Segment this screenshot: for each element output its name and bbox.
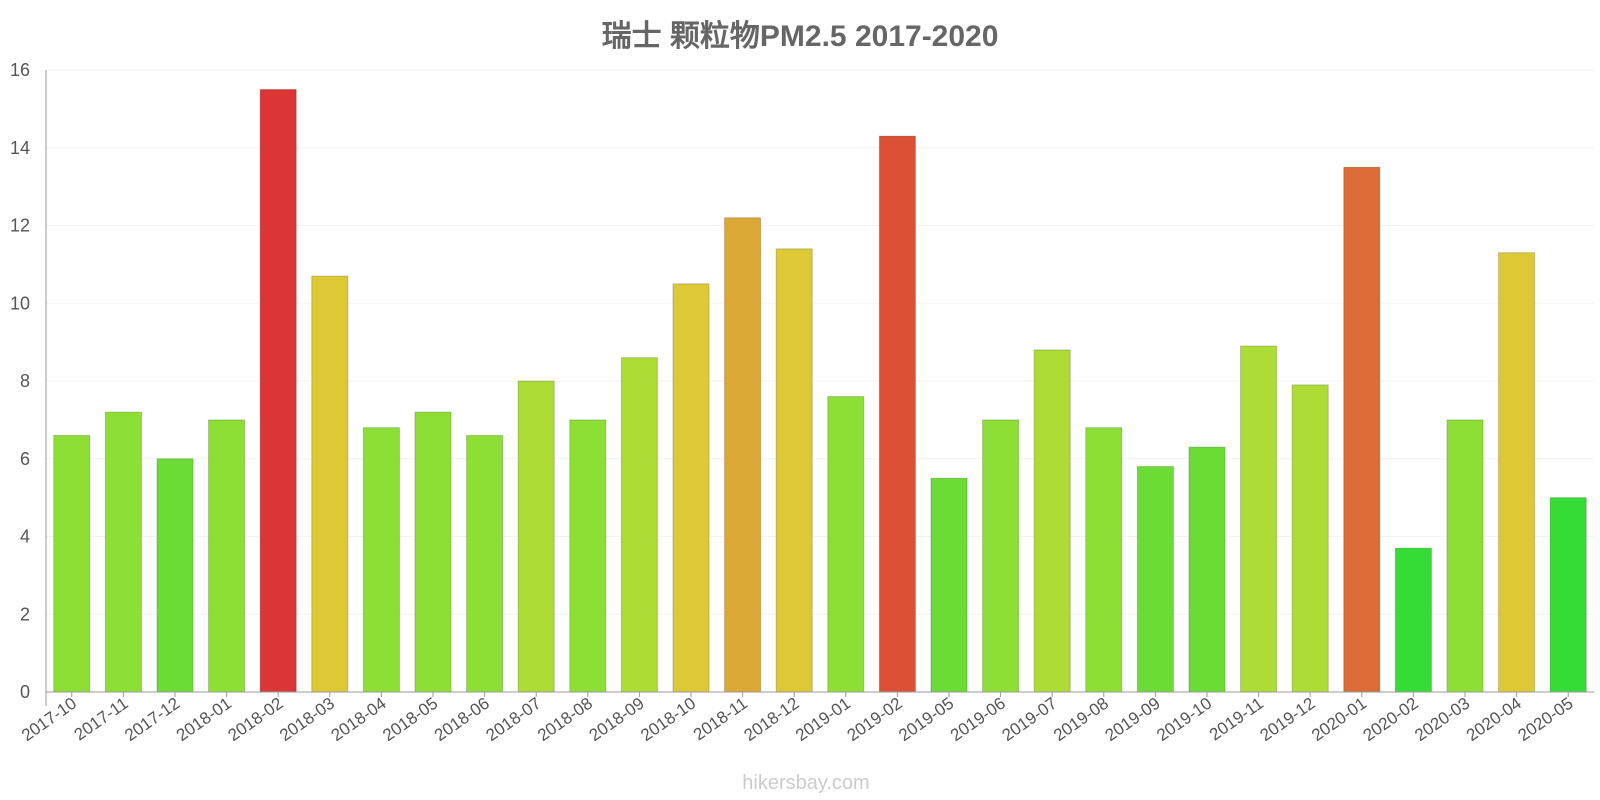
bar-2018-01 <box>208 419 246 693</box>
x-tick-label: 2018-06 <box>431 694 493 745</box>
x-tick-label: 2019-11 <box>1206 694 1267 745</box>
bar-2018-07 <box>517 380 555 693</box>
chart-title: 瑞士 颗粒物PM2.5 2017-2020 <box>602 19 999 53</box>
y-tick-label: 2 <box>20 604 30 624</box>
bar-2019-02 <box>878 135 916 693</box>
bar-2018-06 <box>466 434 504 693</box>
bar-2018-10 <box>672 283 710 693</box>
bar-2019-06 <box>982 419 1020 693</box>
x-tick-label: 2018-04 <box>328 694 390 745</box>
x-tick-label: 2019-08 <box>1050 694 1112 745</box>
bar-2019-08 <box>1085 427 1123 693</box>
bar-2019-07 <box>1033 349 1071 693</box>
x-tick-label: 2017-11 <box>71 694 132 745</box>
bar-2018-03 <box>311 275 349 693</box>
bar-2017-12 <box>156 458 194 693</box>
x-tick-label: 2020-01 <box>1308 694 1370 745</box>
bar-2020-01 <box>1343 166 1381 693</box>
x-tick-label: 2018-03 <box>276 694 338 745</box>
bar-2020-05 <box>1549 497 1587 693</box>
x-tick-labels: 2017-102017-112017-122018-012018-022018-… <box>18 694 1576 745</box>
y-tick-label: 6 <box>20 449 30 469</box>
y-tick-labels: 0 2 4 6 8 10 12 14 16 <box>10 60 30 702</box>
x-tick-label: 2018-01 <box>173 694 235 745</box>
y-tick-label: 8 <box>20 371 30 391</box>
bar-2018-05 <box>414 411 452 693</box>
x-tick-label: 2018-08 <box>534 694 596 745</box>
bar-2019-12 <box>1291 384 1329 693</box>
x-tick-label: 2019-07 <box>998 694 1060 745</box>
y-tick-label: 12 <box>10 216 30 236</box>
bar-2018-04 <box>362 427 400 693</box>
bar-2018-09 <box>620 357 658 693</box>
x-tick-label: 2018-07 <box>482 694 544 745</box>
x-tick-label: 2019-09 <box>1102 694 1164 745</box>
bar-2020-04 <box>1498 252 1536 693</box>
x-tick-label: 2019-12 <box>1256 694 1318 745</box>
x-tick-label: 2018-02 <box>224 694 286 745</box>
y-tick-label: 16 <box>10 60 30 80</box>
bar-2020-02 <box>1394 547 1432 693</box>
x-tick-label: 2018-09 <box>586 694 648 745</box>
x-tick-label: 2019-02 <box>844 694 906 745</box>
watermark: hikersbay.com <box>742 772 869 794</box>
x-tick-label: 2017-12 <box>121 694 183 745</box>
bar-2018-11 <box>724 217 762 693</box>
x-tick-label: 2018-11 <box>690 694 751 745</box>
bar-2018-02 <box>259 88 297 693</box>
x-tick-label: 2020-02 <box>1360 694 1422 745</box>
y-tick-label: 14 <box>10 138 30 158</box>
x-tick-label: 2019-10 <box>1153 694 1215 745</box>
bar-2018-12 <box>775 248 813 693</box>
y-tick-label: 10 <box>10 293 30 313</box>
gridlines <box>46 69 1594 615</box>
axes <box>45 70 1594 706</box>
x-tick-label: 2019-05 <box>895 694 957 745</box>
bar-2017-11 <box>104 411 142 693</box>
x-tick-label: 2020-04 <box>1463 694 1525 745</box>
x-tick-label: 2020-05 <box>1514 694 1576 745</box>
bar-2020-03 <box>1446 419 1484 693</box>
bars <box>53 88 1587 693</box>
bar-2018-08 <box>569 419 607 693</box>
x-tick-label: 2020-03 <box>1411 694 1473 745</box>
bar-2017-10 <box>53 434 91 693</box>
bar-2019-10 <box>1188 446 1226 693</box>
x-tick-label: 2019-06 <box>947 694 1009 745</box>
x-tick-label: 2018-05 <box>379 694 441 745</box>
bar-2019-11 <box>1240 345 1278 693</box>
bar-2019-09 <box>1136 466 1174 693</box>
x-tick-label: 2019-01 <box>792 694 854 745</box>
x-tick-label: 2018-12 <box>740 694 802 745</box>
bar-2019-05 <box>930 477 968 693</box>
y-tick-label: 0 <box>20 682 30 702</box>
bar-2019-01 <box>827 396 865 693</box>
y-tick-label: 4 <box>20 527 30 547</box>
x-tick-label: 2018-10 <box>637 694 699 745</box>
